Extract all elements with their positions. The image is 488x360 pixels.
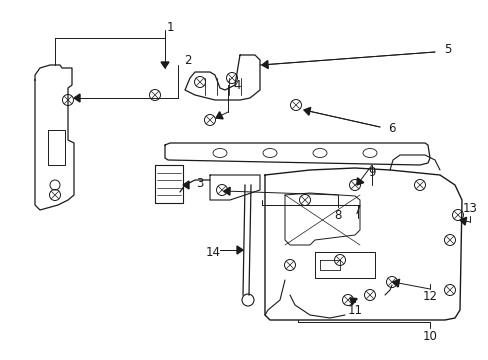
Polygon shape — [304, 107, 310, 115]
Text: 3: 3 — [196, 176, 203, 189]
Text: 8: 8 — [334, 208, 341, 221]
Polygon shape — [392, 279, 399, 287]
Text: 6: 6 — [387, 122, 395, 135]
Text: 1: 1 — [166, 21, 173, 33]
Text: 11: 11 — [347, 303, 362, 316]
Text: 12: 12 — [422, 289, 437, 302]
Text: 10: 10 — [422, 329, 437, 342]
Polygon shape — [224, 187, 230, 195]
Text: 5: 5 — [444, 42, 451, 55]
Text: 9: 9 — [367, 166, 375, 179]
Text: 7: 7 — [353, 203, 361, 216]
Polygon shape — [237, 246, 243, 254]
Polygon shape — [161, 62, 169, 68]
Text: 13: 13 — [462, 202, 476, 215]
Polygon shape — [459, 217, 466, 225]
Polygon shape — [356, 178, 363, 185]
Text: 4: 4 — [233, 78, 240, 91]
Polygon shape — [262, 60, 268, 68]
Polygon shape — [183, 181, 189, 189]
Text: 14: 14 — [205, 246, 220, 258]
Text: 2: 2 — [184, 54, 191, 67]
Polygon shape — [216, 112, 223, 119]
Polygon shape — [349, 298, 356, 305]
Polygon shape — [74, 94, 80, 102]
